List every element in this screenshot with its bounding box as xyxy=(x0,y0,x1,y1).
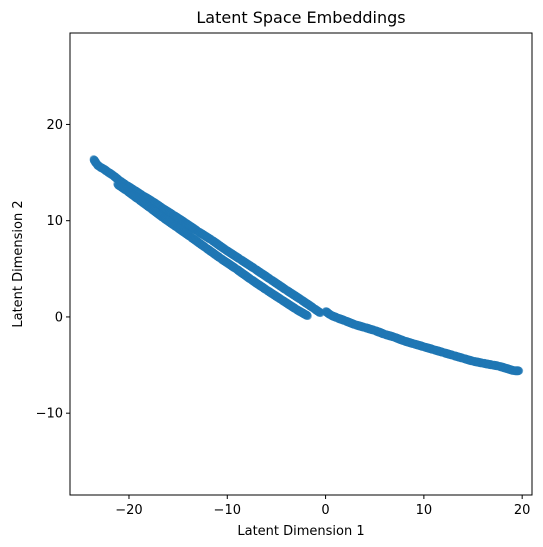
x-tick-label: −20 xyxy=(115,503,142,518)
y-tick-label: 0 xyxy=(55,310,63,325)
x-tick-label: 20 xyxy=(514,503,531,518)
chart-title: Latent Space Embeddings xyxy=(196,8,405,27)
y-tick-label: 20 xyxy=(46,118,63,133)
points-layer xyxy=(89,155,524,376)
y-axis-label: Latent Dimension 2 xyxy=(11,200,26,327)
x-tick-label: 10 xyxy=(416,503,433,518)
y-tick-label: 10 xyxy=(46,214,63,229)
data-point xyxy=(515,366,524,375)
y-tick-label: −10 xyxy=(36,407,63,422)
y-axis-ticks: −10 0 10 20 xyxy=(36,118,70,422)
data-point xyxy=(303,312,312,320)
x-tick-label: 0 xyxy=(321,503,329,518)
plot-area-frame xyxy=(69,32,533,496)
x-axis-ticks: −20 −10 0 10 20 xyxy=(115,495,530,518)
x-axis-label: Latent Dimension 1 xyxy=(237,524,364,539)
x-tick-label: −10 xyxy=(214,503,241,518)
